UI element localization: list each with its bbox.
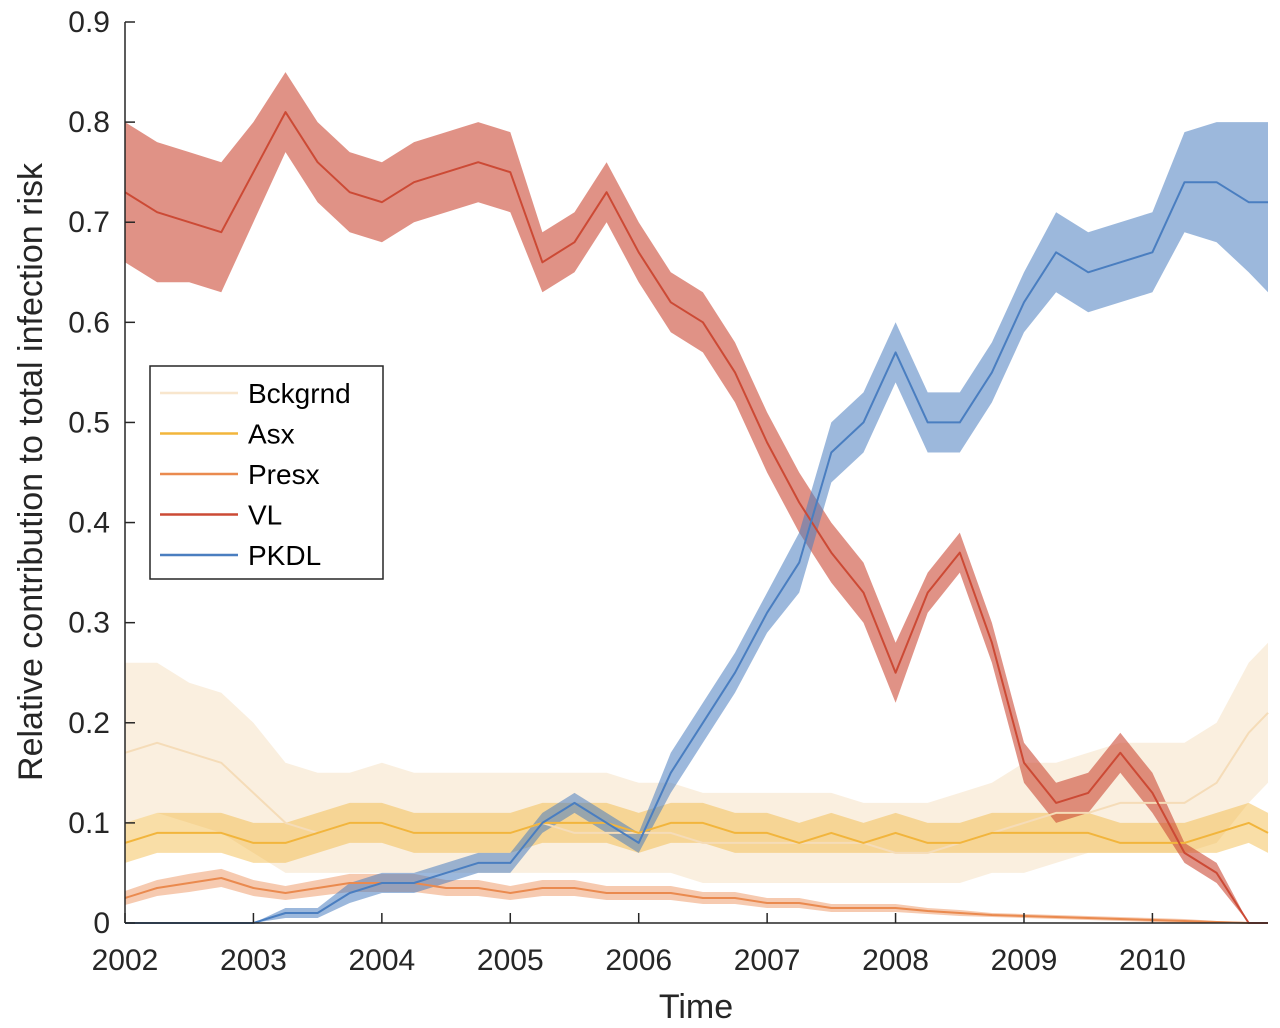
series-lines — [124, 111, 1269, 924]
y-tick-label: 0 — [93, 907, 110, 940]
x-tick-label: 2003 — [220, 944, 287, 977]
legend: Bckgrnd Asx Presx VL PKDL — [149, 365, 384, 580]
confidence-bands — [125, 72, 1268, 924]
legend-label-bckgrnd: Bckgrnd — [248, 378, 351, 409]
legend-label-vl: VL — [248, 500, 282, 531]
legend-label-asx: Asx — [248, 419, 295, 450]
y-tick-label: 0.5 — [68, 406, 110, 439]
x-tick-label: 2002 — [92, 944, 159, 977]
band-bckgrnd — [125, 642, 1268, 883]
legend-label-pkdl: PKDL — [248, 540, 321, 571]
y-ticks: 0 0.1 0.2 0.3 0.4 0.5 0.6 0.7 0.8 0.9 — [68, 6, 135, 940]
line-asx — [124, 821, 1269, 844]
y-tick-label: 0.7 — [68, 206, 110, 239]
x-tick-label: 2008 — [862, 944, 929, 977]
line-vl — [124, 111, 1268, 924]
y-tick-label: 0.1 — [68, 807, 110, 840]
y-tick-label: 0.4 — [68, 507, 110, 540]
x-tick-label: 2004 — [348, 944, 415, 977]
legend-box — [149, 365, 384, 580]
y-tick-label: 0.8 — [68, 106, 110, 139]
axes — [124, 22, 1268, 924]
x-tick-label: 2006 — [605, 944, 672, 977]
x-axis-title: Time — [659, 988, 733, 1026]
y-tick-label: 0.3 — [68, 607, 110, 640]
y-tick-label: 0.2 — [68, 707, 110, 740]
y-axis-title: Relative contribution to total infection… — [12, 162, 50, 781]
x-tick-label: 2007 — [734, 944, 801, 977]
line-presx — [124, 877, 1268, 924]
legend-label-presx: Presx — [248, 459, 320, 490]
band-asx — [125, 802, 1268, 863]
x-tick-label: 2005 — [477, 944, 544, 977]
line-pkdl — [125, 181, 1268, 924]
x-tick-label: 2009 — [991, 944, 1058, 977]
y-tick-label: 0.9 — [68, 6, 110, 39]
y-tick-label: 0.6 — [68, 306, 110, 339]
x-ticks: 2002 2003 2004 2005 2006 2007 2008 2009 2010 — [92, 913, 1186, 977]
band-vl — [125, 72, 1268, 924]
x-tick-label: 2010 — [1119, 944, 1186, 977]
